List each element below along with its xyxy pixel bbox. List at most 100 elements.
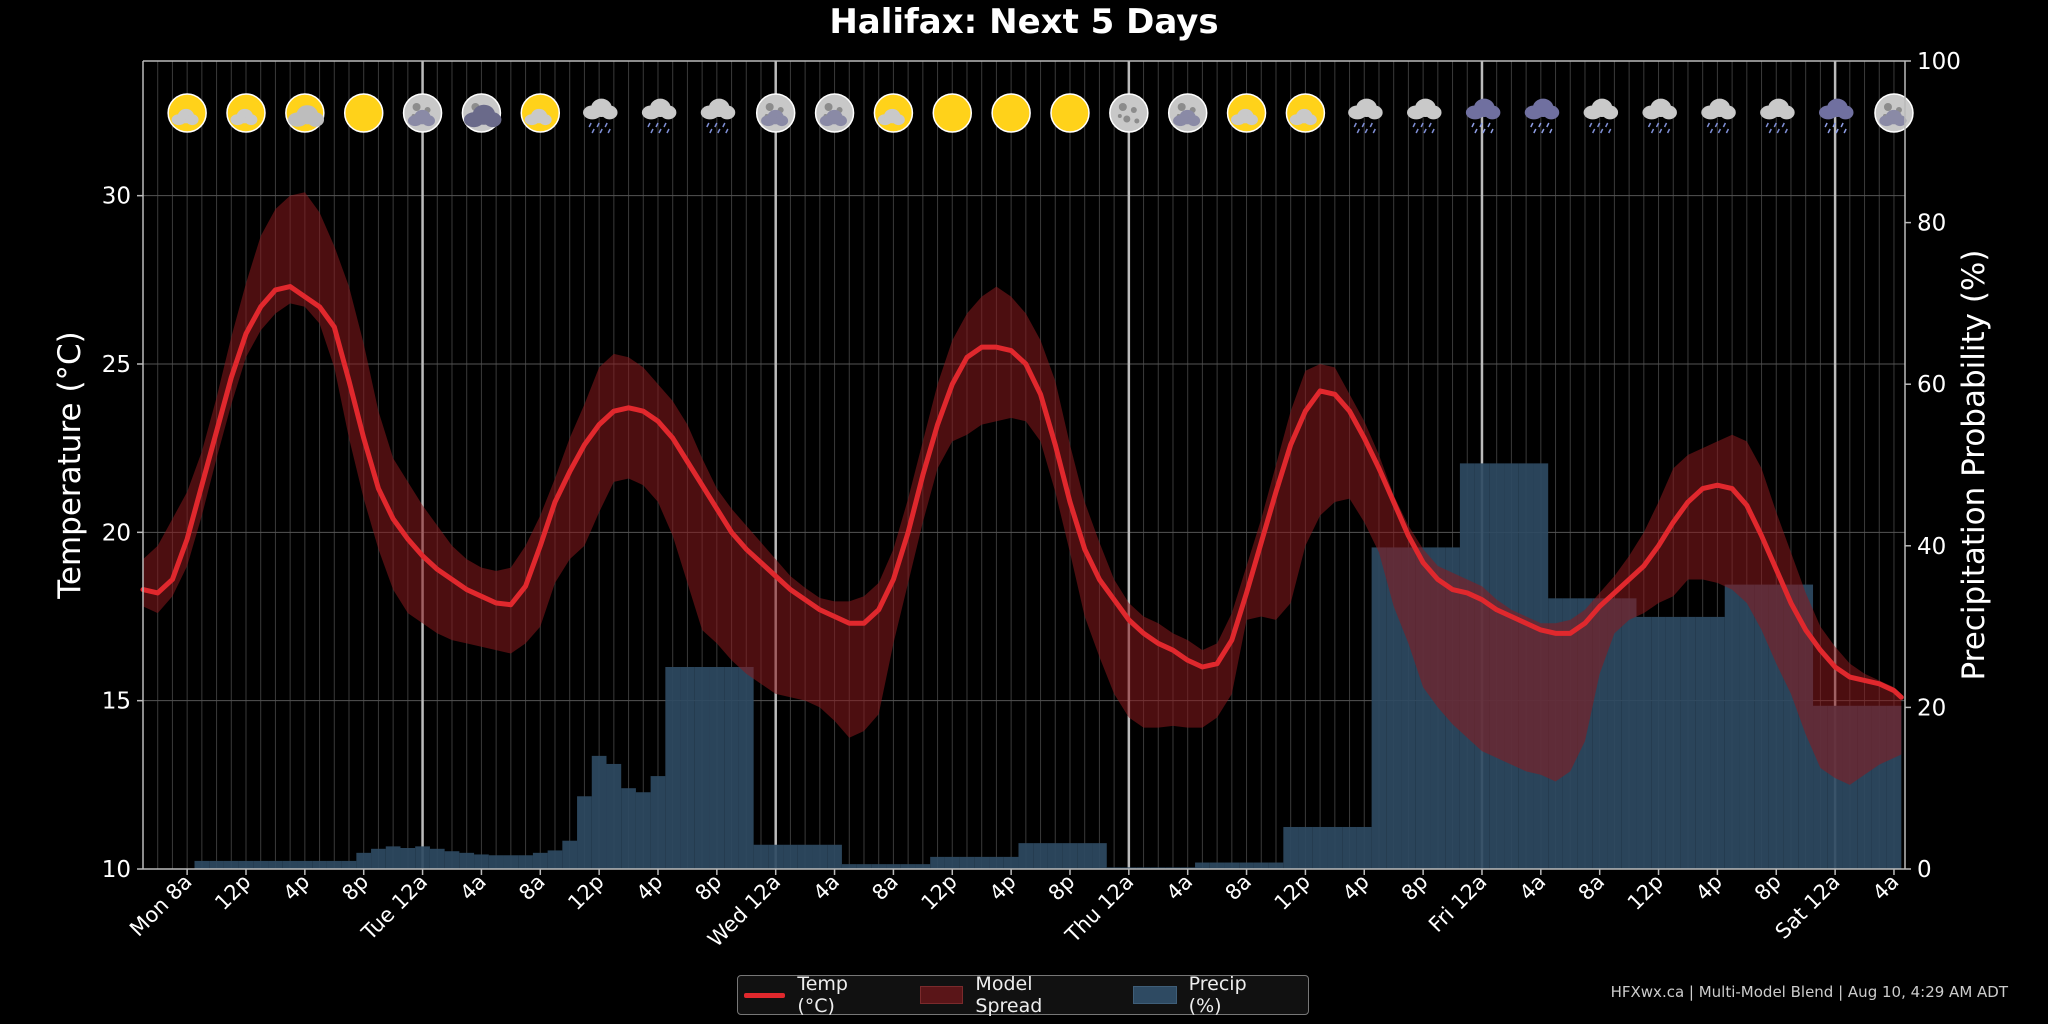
moon-crater — [1134, 118, 1140, 124]
sun-disc — [343, 93, 384, 133]
rain-drop — [1655, 122, 1660, 128]
precip-bar — [753, 844, 769, 869]
precip-bar — [797, 844, 813, 869]
rain-drop — [1658, 128, 1663, 134]
precip-bar — [474, 854, 489, 869]
precip-bar — [871, 864, 887, 869]
precip-bar — [297, 860, 313, 869]
precip-bar — [429, 848, 445, 869]
precip-bar — [680, 667, 695, 869]
moon-crater — [1123, 115, 1131, 123]
rain-drop — [1784, 128, 1788, 134]
cloud-part — [1484, 105, 1501, 120]
rain-drop — [717, 128, 721, 134]
spread-band — [143, 192, 1902, 785]
precip-bar — [238, 860, 254, 869]
y-tick-label: 15 — [102, 689, 131, 715]
precip-bar — [1298, 826, 1313, 869]
x-tick-label: 8p — [691, 870, 727, 906]
x-tick-label: 4a — [809, 870, 845, 906]
cloud-part — [1187, 115, 1201, 127]
rain-drop — [1546, 122, 1550, 128]
y2-tick-label: 20 — [1917, 695, 1946, 721]
legend-swatch-precip — [1133, 986, 1177, 1004]
rain-drop — [722, 122, 726, 128]
rain-icon — [583, 98, 618, 134]
x-tick-label: 8a — [1221, 870, 1257, 906]
precip-bar — [635, 792, 651, 869]
precip-bar — [1680, 616, 1696, 869]
cloud-part — [244, 114, 258, 126]
rain-drop — [1538, 122, 1542, 128]
rain-drop — [1372, 128, 1376, 134]
x-tick-label: 8p — [1397, 870, 1433, 906]
moon-crater — [1118, 103, 1127, 111]
rain-drop — [1479, 122, 1483, 128]
precip-bar — [1033, 843, 1048, 869]
rain-drop — [706, 122, 710, 128]
precip-bar — [223, 860, 239, 869]
precip-bar — [768, 844, 784, 869]
precip-bar — [371, 848, 386, 869]
rain-drop — [714, 122, 718, 128]
x-tick-label: 12p — [1623, 870, 1668, 915]
precip-bar — [282, 860, 298, 869]
sun-icon — [932, 93, 973, 133]
legend-label-precip: Precip (%) — [1188, 973, 1247, 1017]
rain-drop — [599, 128, 603, 134]
sun-icon — [343, 93, 384, 133]
precip-bar — [694, 667, 710, 869]
precip-bar — [974, 856, 990, 869]
temp-line-group — [140, 284, 1904, 700]
rain-drop — [1597, 122, 1601, 128]
x-tick-label: 12p — [1270, 870, 1315, 915]
rain-drop — [725, 128, 729, 134]
heavy-rain-icon — [1819, 98, 1854, 134]
cloud-part — [185, 114, 199, 126]
rain-drop — [1714, 122, 1719, 128]
cloud-part — [307, 112, 325, 127]
precip-bar — [1371, 547, 1387, 869]
chart-title: Halifax: Next 5 Days — [829, 2, 1219, 42]
precip-bar — [1195, 862, 1210, 869]
rain-drop — [1541, 128, 1545, 134]
cloud-part — [1304, 114, 1317, 126]
rain-drop — [709, 128, 713, 134]
x-tick-label: 4p — [1338, 870, 1374, 906]
precip-bar — [650, 776, 666, 869]
precip-bar — [1136, 867, 1151, 869]
precip-bar — [577, 796, 592, 869]
rain-drop — [1530, 122, 1534, 128]
sun-icon — [991, 93, 1031, 133]
rain-drop — [1415, 128, 1419, 134]
partly-cloudy-day-icon — [226, 93, 266, 133]
precip-bar — [1621, 598, 1637, 869]
legend-label-spread: Model Spread — [975, 973, 1043, 1017]
rain-drop — [1592, 128, 1596, 134]
cloudy-night-icon — [755, 93, 796, 133]
rain-icon — [641, 98, 677, 134]
cloud-part — [1543, 105, 1560, 120]
rain-drop — [658, 128, 662, 134]
cloud-part — [422, 115, 435, 127]
precip-bar — [1106, 867, 1122, 869]
rain-drop — [1647, 122, 1652, 128]
partly-cloudy-day-icon — [520, 93, 561, 133]
precip-bar — [1386, 547, 1402, 869]
x-tick-label: 8a — [867, 870, 903, 906]
rain-drop — [1725, 128, 1730, 134]
rain-drop — [1487, 122, 1491, 128]
precip-bar — [915, 864, 931, 869]
precip-bar — [400, 847, 416, 869]
x-tick-label: 12p — [917, 870, 962, 915]
precip-bar — [1327, 826, 1343, 869]
legend: Temp (°C) Model Spread Precip (%) — [737, 973, 1309, 1017]
cloudy-night-icon — [1167, 93, 1208, 133]
legend-item-precip: Precip (%) — [1133, 973, 1284, 1017]
precip-bar — [1003, 856, 1019, 869]
rain-drop — [588, 122, 592, 128]
cloud-part — [1660, 105, 1677, 120]
precip-bar — [1283, 826, 1299, 869]
y2-tick-label: 100 — [1917, 49, 1961, 75]
legend-swatch-temp — [744, 992, 786, 998]
